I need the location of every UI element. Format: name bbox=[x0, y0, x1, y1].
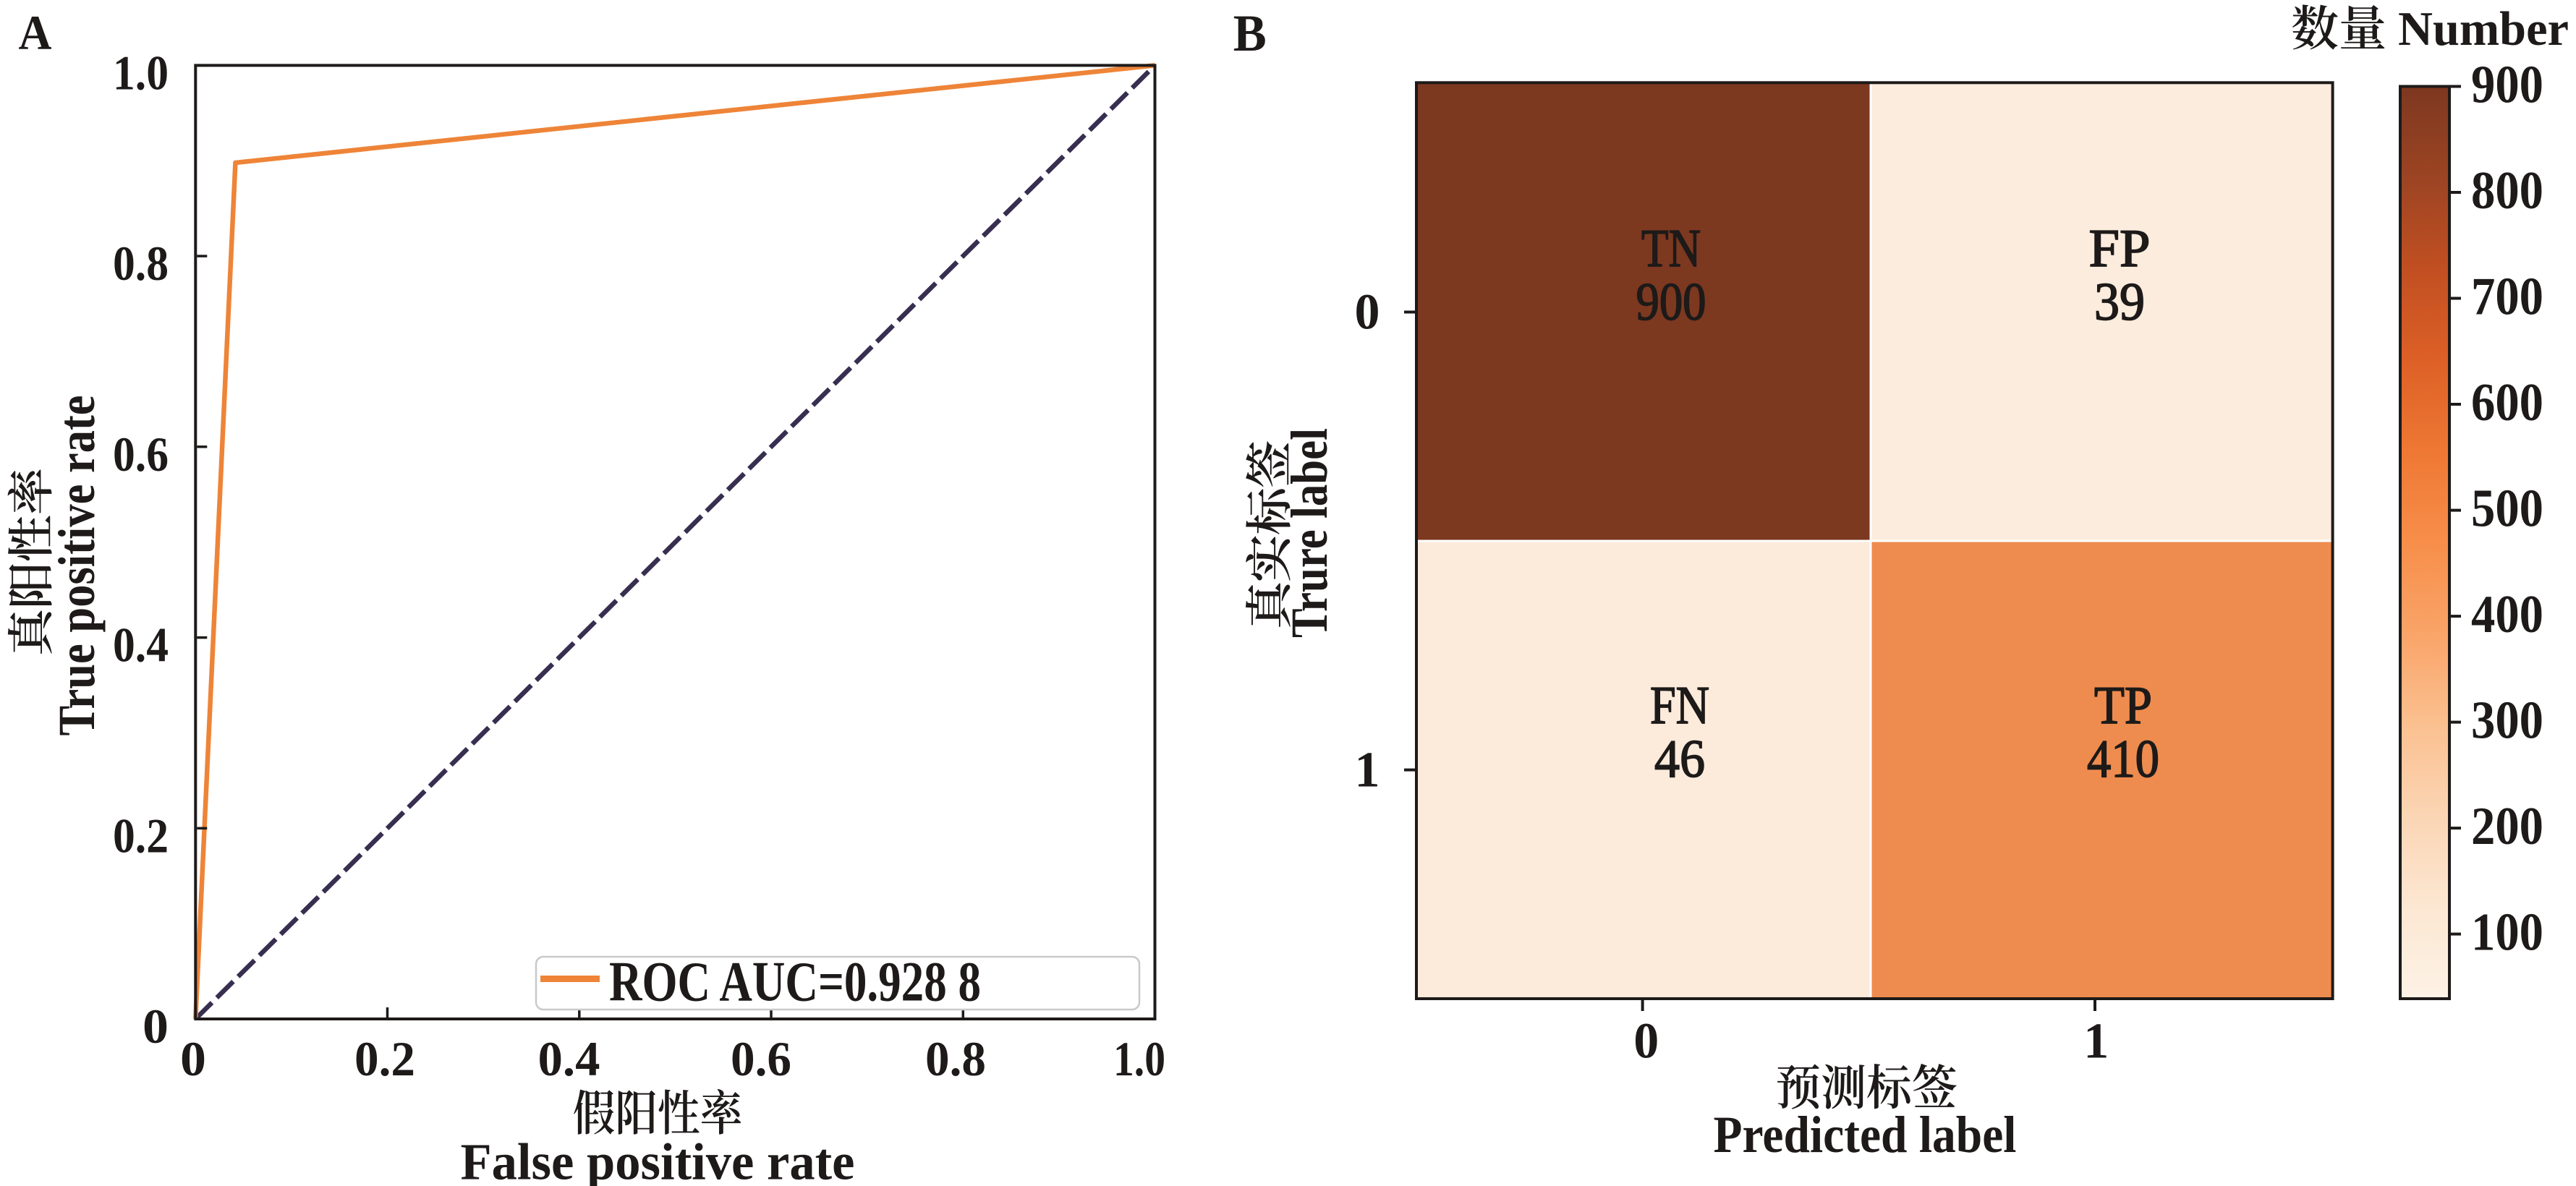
svg-text:0.8: 0.8 bbox=[925, 1031, 986, 1086]
svg-text:ROC AUC=0.928 8: ROC AUC=0.928 8 bbox=[609, 950, 981, 1013]
svg-text:0.6: 0.6 bbox=[731, 1031, 791, 1086]
svg-text:0.2: 0.2 bbox=[113, 808, 169, 863]
svg-text:0.2: 0.2 bbox=[354, 1031, 415, 1086]
svg-text:200: 200 bbox=[2471, 797, 2543, 856]
svg-text:39: 39 bbox=[2094, 273, 2145, 332]
svg-text:600: 600 bbox=[2471, 373, 2543, 432]
svg-text:1.0: 1.0 bbox=[113, 45, 169, 100]
svg-text:900: 900 bbox=[1636, 273, 1706, 332]
svg-text:TN: TN bbox=[1641, 219, 1701, 278]
svg-text:0: 0 bbox=[1355, 285, 1380, 341]
svg-text:400: 400 bbox=[2471, 585, 2543, 644]
svg-text:46: 46 bbox=[1654, 730, 1705, 789]
svg-text:A: A bbox=[19, 5, 52, 60]
svg-text:TP: TP bbox=[2094, 676, 2152, 735]
svg-text:1.0: 1.0 bbox=[1113, 1031, 1165, 1086]
svg-text:0.4: 0.4 bbox=[113, 618, 169, 673]
svg-text:0.8: 0.8 bbox=[113, 236, 169, 291]
svg-text:FN: FN bbox=[1650, 676, 1709, 735]
svg-text:Number: Number bbox=[2398, 2, 2569, 56]
svg-text:300: 300 bbox=[2471, 691, 2543, 751]
svg-text:FP: FP bbox=[2089, 219, 2151, 278]
svg-text:False positive rate: False positive rate bbox=[461, 1133, 855, 1186]
svg-text:True positive rate: True positive rate bbox=[48, 396, 106, 736]
svg-text:500: 500 bbox=[2471, 479, 2543, 539]
svg-text:100: 100 bbox=[2471, 903, 2543, 963]
svg-text:410: 410 bbox=[2087, 730, 2159, 789]
svg-text:Trure label: Trure label bbox=[1280, 428, 1338, 638]
svg-text:1: 1 bbox=[2083, 1014, 2109, 1070]
svg-text:700: 700 bbox=[2471, 268, 2543, 327]
svg-text:0: 0 bbox=[180, 1031, 206, 1086]
svg-text:0: 0 bbox=[143, 999, 169, 1054]
svg-text:0.6: 0.6 bbox=[113, 427, 169, 482]
svg-text:B: B bbox=[1233, 4, 1267, 62]
svg-text:Predicted label: Predicted label bbox=[1714, 1106, 2017, 1164]
svg-text:800: 800 bbox=[2471, 161, 2543, 221]
svg-text:900: 900 bbox=[2471, 56, 2543, 115]
svg-text:1: 1 bbox=[1355, 743, 1380, 798]
svg-text:0: 0 bbox=[1633, 1014, 1659, 1070]
svg-text:0.4: 0.4 bbox=[538, 1031, 600, 1086]
